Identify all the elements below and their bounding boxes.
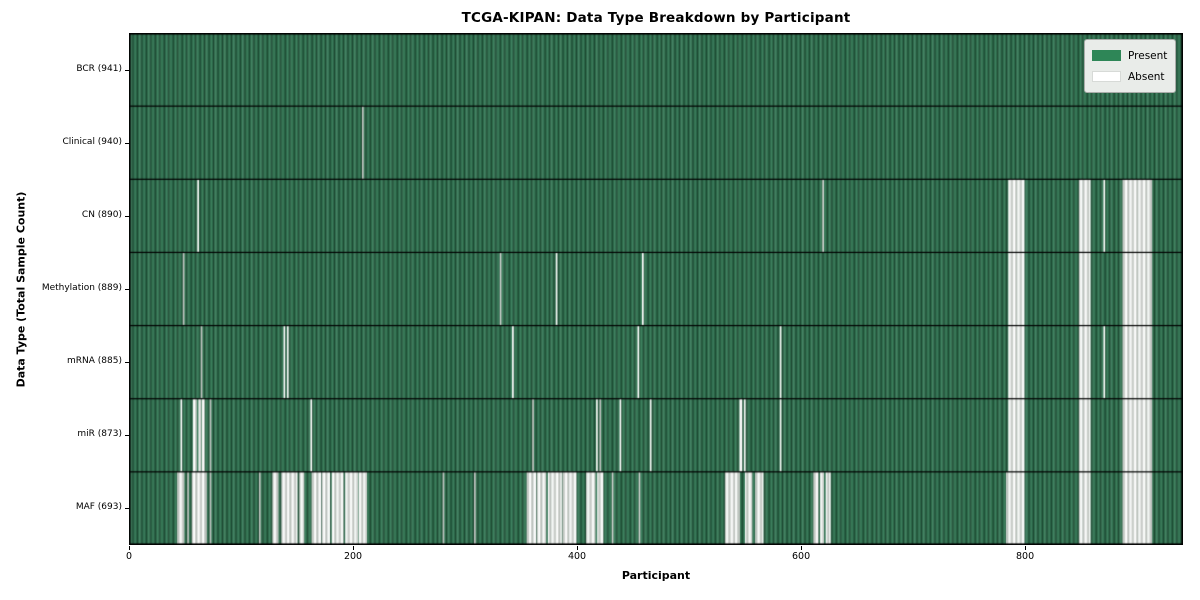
y-tick-label-mir: miR (873) <box>77 429 122 440</box>
x-tick-label-0: 0 <box>125 551 133 562</box>
legend-item-present: Present <box>1092 45 1168 66</box>
y-tick-mark <box>125 435 129 436</box>
x-tick-label-600: 600 <box>791 551 811 562</box>
y-tick-mark <box>125 216 129 217</box>
y-tick-label-mrna: mRNA (885) <box>67 356 122 367</box>
x-tick-mark <box>353 546 354 550</box>
x-tick-mark <box>577 546 578 550</box>
legend-swatch-absent-icon <box>1092 71 1121 82</box>
legend-label: Absent <box>1128 70 1165 83</box>
y-axis-title: Data Type (Total Sample Count) <box>14 191 28 388</box>
y-tick-mark <box>125 508 129 509</box>
x-tick-mark <box>801 546 802 550</box>
legend: Present Absent <box>1084 39 1176 93</box>
legend-swatch-present-icon <box>1092 50 1121 61</box>
x-tick-mark <box>129 546 130 550</box>
chart-title: TCGA-KIPAN: Data Type Breakdown by Parti… <box>461 10 851 26</box>
y-tick-mark <box>125 289 129 290</box>
x-tick-label-200: 200 <box>343 551 363 562</box>
y-tick-mark <box>125 362 129 363</box>
y-tick-label-clinical: Clinical (940) <box>62 136 122 147</box>
x-tick-label-400: 400 <box>567 551 587 562</box>
y-tick-label-methylation: Methylation (889) <box>41 283 122 293</box>
heatmap-plot-canvas <box>129 33 1183 545</box>
x-axis-title: Participant <box>621 569 691 582</box>
x-tick-mark <box>1025 546 1026 550</box>
y-tick-mark <box>125 143 129 144</box>
y-tick-label-bcr: BCR (941) <box>76 63 122 74</box>
x-tick-label-800: 800 <box>1015 551 1035 562</box>
y-tick-label-maf: MAF (693) <box>75 502 122 513</box>
y-tick-mark <box>125 70 129 71</box>
legend-label: Present <box>1128 49 1168 62</box>
y-tick-label-cn: CN (890) <box>81 209 122 220</box>
legend-item-absent: Absent <box>1092 66 1168 87</box>
